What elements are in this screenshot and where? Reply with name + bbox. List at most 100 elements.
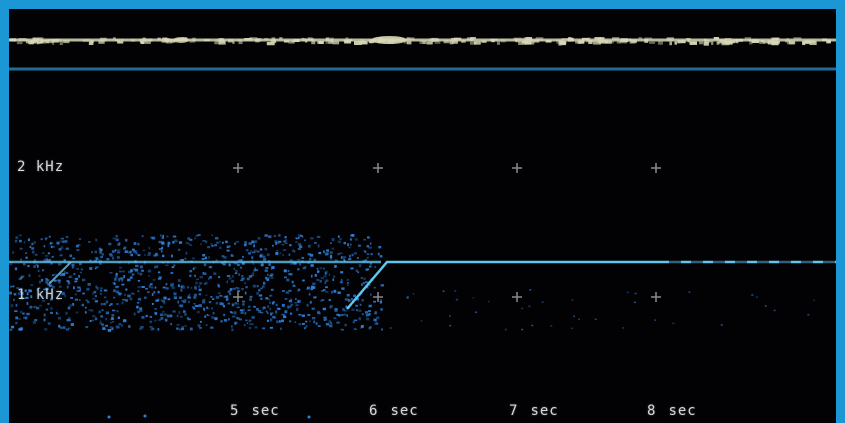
noise-speck	[369, 325, 372, 329]
noise-speck	[233, 311, 237, 315]
noise-speck	[232, 287, 236, 290]
noise-speck	[203, 263, 207, 267]
noise-speck	[312, 282, 316, 286]
noise-speck	[350, 267, 354, 270]
noise-speck	[191, 257, 195, 260]
noise-speck	[358, 309, 362, 313]
noise-speck	[304, 327, 306, 330]
noise-speck	[266, 319, 270, 322]
noise-speck	[231, 254, 234, 257]
noise-speck	[105, 324, 109, 327]
reference-band-speck	[218, 38, 224, 42]
noise-speck	[420, 320, 423, 322]
noise-speck	[250, 250, 252, 253]
noise-speck	[330, 257, 333, 260]
noise-speck	[51, 255, 54, 258]
noise-speck	[67, 319, 71, 322]
noise-speck	[339, 252, 343, 255]
noise-speck	[88, 309, 92, 311]
noise-speck	[331, 290, 335, 293]
noise-speck	[263, 258, 267, 261]
noise-speck	[269, 326, 273, 329]
noise-speck	[79, 288, 82, 291]
noise-speck	[161, 300, 165, 303]
noise-speck	[266, 253, 270, 257]
reference-band-speck	[677, 40, 686, 44]
reference-band-speck	[713, 37, 719, 40]
noise-speck	[195, 234, 199, 237]
noise-speck	[268, 235, 272, 239]
noise-speck	[67, 306, 71, 310]
noise-speck	[178, 296, 183, 299]
noise-speck	[128, 270, 132, 274]
noise-speck	[197, 234, 201, 236]
noise-speck	[109, 326, 112, 329]
noise-speck	[53, 279, 57, 282]
reference-band-speck	[806, 40, 809, 44]
noise-speck	[229, 292, 232, 296]
noise-speck	[313, 320, 315, 324]
noise-speck	[162, 310, 165, 313]
noise-speck	[121, 283, 125, 286]
noise-speck	[219, 246, 222, 250]
noise-speck	[108, 304, 111, 307]
noise-speck	[302, 266, 306, 270]
time-label-6: 6 sec	[369, 403, 419, 419]
reference-band-speck	[304, 38, 308, 43]
noise-speck	[164, 318, 168, 322]
noise-speck	[278, 234, 281, 237]
noise-speck	[275, 304, 278, 307]
noise-speck	[323, 316, 327, 319]
noise-speck	[66, 280, 70, 283]
noise-speck	[66, 319, 69, 322]
noise-speck	[316, 310, 321, 313]
noise-speck	[50, 262, 53, 265]
noise-speck	[297, 243, 302, 246]
noise-speck	[380, 328, 383, 331]
reference-band-speck	[325, 39, 333, 44]
reference-band-speck	[34, 38, 40, 42]
noise-speck	[193, 285, 197, 289]
reference-band-speck	[718, 38, 726, 42]
noise-speck	[96, 287, 99, 290]
noise-speck	[115, 275, 118, 278]
noise-speck	[344, 323, 347, 327]
noise-speck	[21, 275, 25, 278]
noise-speck	[113, 282, 116, 285]
noise-speck	[190, 287, 193, 289]
noise-speck	[232, 315, 236, 318]
noise-speck	[337, 253, 340, 256]
noise-speck	[361, 283, 363, 286]
noise-speck	[47, 302, 51, 305]
noise-speck	[95, 266, 99, 268]
noise-speck	[195, 304, 199, 307]
reference-band-speck	[157, 37, 161, 41]
noise-speck	[259, 254, 263, 258]
noise-speck	[308, 292, 311, 296]
noise-speck	[214, 317, 218, 321]
noise-speck	[141, 235, 144, 238]
noise-speck	[812, 299, 815, 302]
noise-speck	[98, 310, 101, 314]
noise-speck	[55, 311, 58, 315]
noise-speck	[71, 263, 75, 267]
noise-speck	[521, 328, 524, 331]
noise-speck	[251, 240, 255, 244]
reference-band-speck	[599, 40, 605, 45]
noise-speck	[177, 248, 181, 251]
noise-speck	[165, 287, 169, 290]
reference-band-speck	[54, 38, 62, 43]
noise-speck	[297, 300, 300, 303]
noise-speck	[344, 298, 349, 301]
noise-speck	[295, 237, 299, 240]
noise-speck	[238, 318, 242, 321]
noise-speck	[368, 284, 371, 287]
noise-speck	[123, 246, 127, 249]
noise-speck	[88, 241, 91, 243]
noise-speck	[18, 277, 22, 281]
noise-speck	[255, 240, 258, 243]
noise-speck	[50, 312, 53, 314]
reference-band-speck	[491, 38, 495, 43]
reference-band-speck	[751, 39, 760, 43]
noise-speck	[349, 238, 353, 241]
